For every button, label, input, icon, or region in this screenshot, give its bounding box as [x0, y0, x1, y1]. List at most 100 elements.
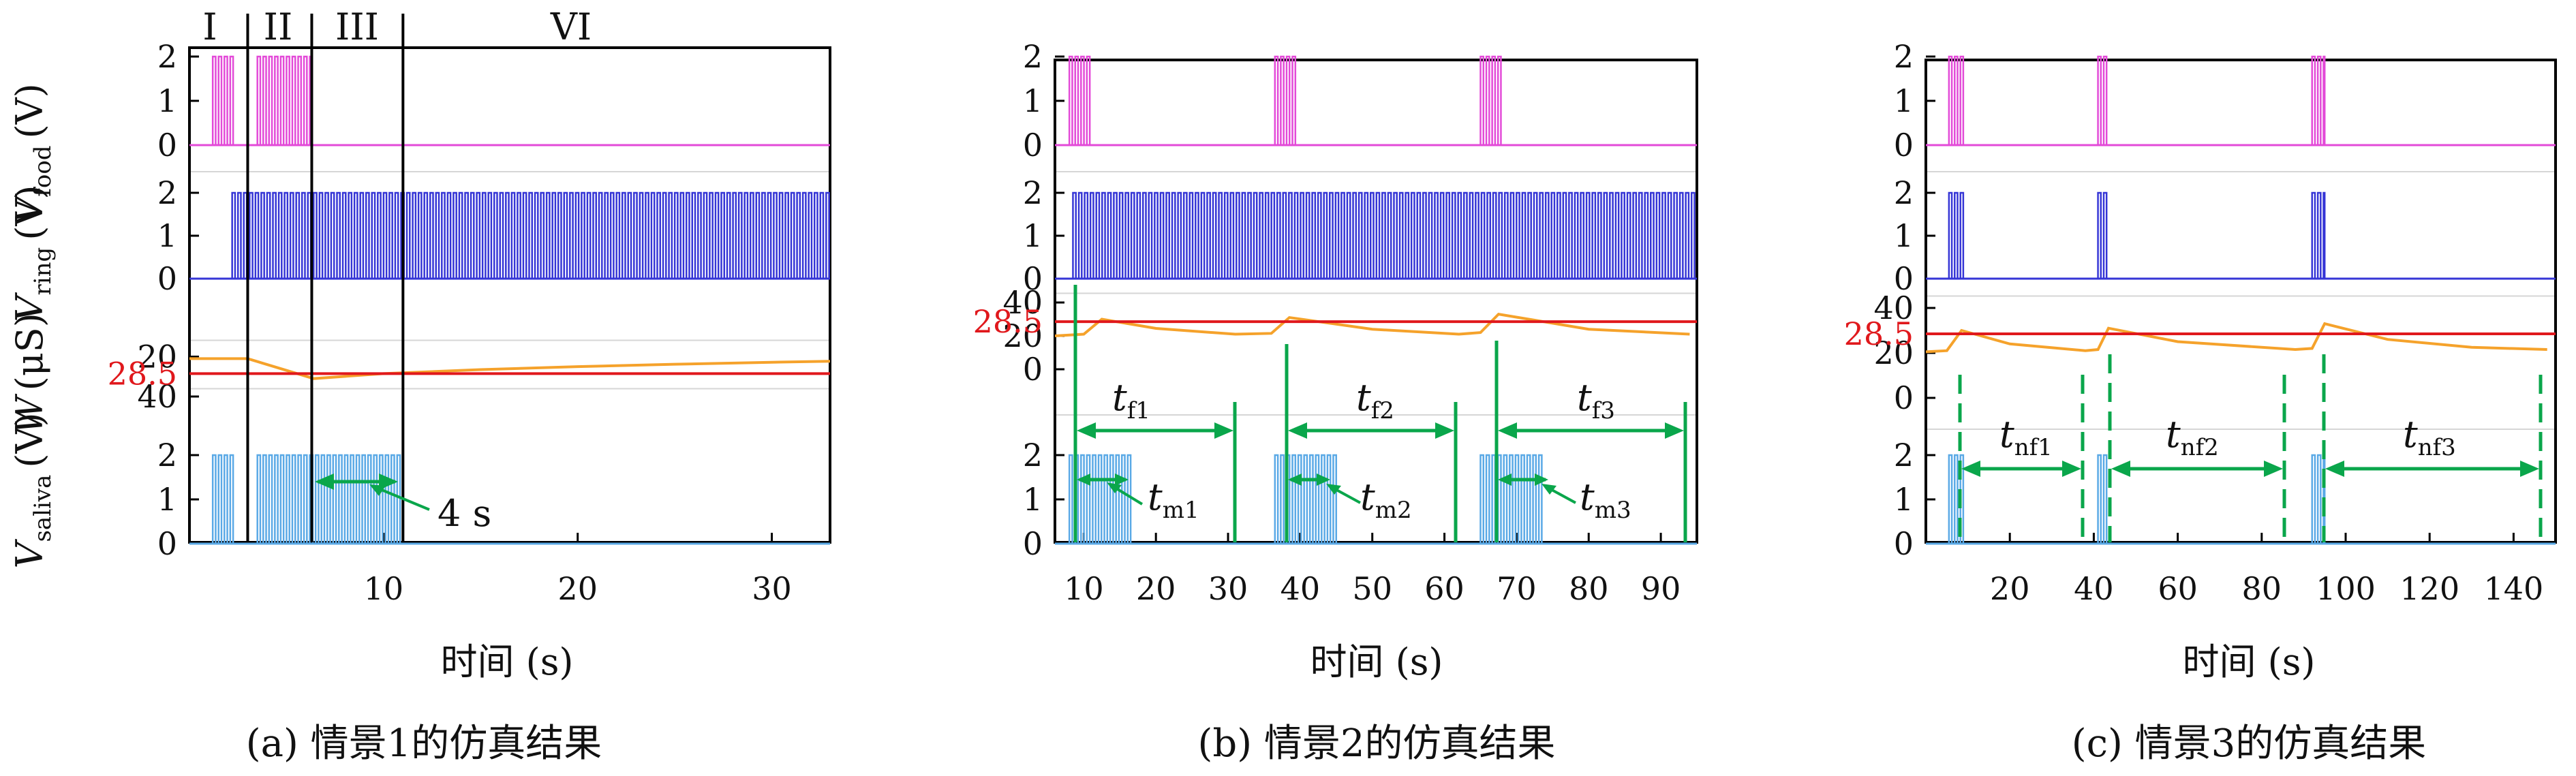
ylabel-food: Vfood(V) [8, 83, 57, 223]
y-tick-label: 1 [157, 82, 177, 119]
y-tick-label: 40 [1002, 284, 1043, 321]
y-tick-label: 2 [1894, 174, 1914, 211]
pulse-burst [2311, 55, 2326, 145]
x-tick-label: 60 [1424, 570, 1465, 607]
w-series-line [189, 357, 831, 380]
pulse-burst [1274, 454, 1337, 544]
y-tick-label: 2 [157, 38, 177, 75]
xlabel-a: 时间 (s) [440, 640, 573, 683]
y-tick-label: 0 [1894, 379, 1914, 416]
plot-frame [1054, 59, 1698, 544]
x-tick-label: 30 [1208, 570, 1248, 607]
label-tnf3: tnf3 [2403, 413, 2456, 461]
label-tm1: tm1 [1148, 476, 1199, 524]
y-tick-label: 40 [1873, 290, 1914, 326]
x-tick-label: 60 [2158, 570, 2198, 607]
pulse-burst [1948, 191, 1965, 279]
label-tf1: tf1 [1112, 376, 1150, 424]
y-tick-label: 0 [1023, 127, 1043, 164]
pulse-burst [1948, 55, 1965, 145]
x-tick-label: 10 [1064, 570, 1104, 607]
y-tick-label: 20 [137, 339, 177, 375]
threshold-label: 28.5 [1844, 315, 1914, 352]
ylabel-saliva: Vsaliva(V) [8, 412, 57, 568]
y-tick-label: 0 [1023, 351, 1043, 388]
label-tf2: tf2 [1356, 376, 1394, 424]
x-tick-label: 20 [1990, 570, 2030, 607]
pulse-burst [2311, 191, 2326, 279]
caption-a: (a) 情景1的仿真结果 [246, 721, 602, 766]
y-tick-label: 40 [137, 378, 177, 415]
pulse-burst [1274, 55, 1297, 145]
pulse-burst [1068, 55, 1091, 145]
pulse-burst [2097, 55, 2108, 145]
x-tick-label: 120 [2399, 570, 2459, 607]
y-tick-label: 0 [157, 260, 177, 297]
y-tick-label: 1 [157, 481, 177, 518]
pulse-burst [1068, 454, 1132, 544]
y-tick-label: 0 [1023, 525, 1043, 562]
x-tick-label: 100 [2316, 570, 2376, 607]
label-tf3: tf3 [1577, 376, 1615, 424]
pulse-burst [231, 191, 830, 279]
y-tick-label: 2 [1894, 38, 1914, 75]
caption-c: (c) 情景3的仿真结果 [2072, 721, 2427, 766]
y-tick-label: 0 [1894, 525, 1914, 562]
y-tick-label: 2 [1894, 437, 1914, 474]
y-tick-label: 1 [1023, 82, 1043, 119]
x-tick-label: 90 [1641, 570, 1681, 607]
duration-annotation-a: 4 s [315, 474, 491, 535]
x-tick-label: 140 [2483, 570, 2543, 607]
pulse-burst [256, 55, 313, 145]
y-tick-label: 0 [1894, 260, 1914, 297]
annotation-4s: 4 s [438, 492, 491, 535]
pulse-burst [2097, 191, 2108, 279]
caption-b: (b) 情景2的仿真结果 [1198, 721, 1556, 766]
y-tick-label: 0 [1023, 260, 1043, 297]
x-tick-label: 20 [557, 570, 598, 607]
y-tick-label: 0 [1894, 127, 1914, 164]
annotations-c: tnf1 tnf2 tnf3 [1958, 354, 2543, 542]
pulse-burst [256, 454, 401, 544]
x-tick-label: 20 [1136, 570, 1176, 607]
threshold-label: 28.5 [108, 355, 177, 392]
annotations-b: tf1 tf2 tf3 tm1 tm2 tm3 [1073, 285, 1687, 542]
y-tick-label: 1 [1894, 82, 1914, 119]
phase-label-2: II [264, 5, 293, 48]
y-tick-label: 20 [1002, 317, 1043, 354]
label-tm2: tm2 [1360, 476, 1412, 524]
pulse-burst [1072, 191, 1696, 279]
label-tm3: tm3 [1580, 476, 1631, 524]
x-tick-label: 80 [2242, 570, 2282, 607]
w-series-line [1054, 313, 1690, 337]
y-tick-label: 0 [157, 127, 177, 164]
y-tick-label: 2 [157, 174, 177, 211]
pulse-burst [211, 55, 234, 145]
pulse-burst [1479, 454, 1543, 544]
x-tick-label: 70 [1497, 570, 1537, 607]
xlabel-c: 时间 (s) [2182, 640, 2315, 683]
y-tick-label: 1 [1894, 217, 1914, 254]
x-tick-label: 30 [752, 570, 792, 607]
y-tick-label: 2 [1023, 437, 1043, 474]
y-tick-label: 20 [1873, 335, 1914, 371]
ylabel-w: W(μS) [8, 313, 51, 434]
pulse-burst [211, 454, 234, 544]
y-tick-label: 1 [157, 217, 177, 254]
y-tick-label: 2 [1023, 174, 1043, 211]
pulse-burst [1479, 55, 1502, 145]
phase-label-1: I [202, 5, 217, 48]
y-tick-label: 2 [1023, 38, 1043, 75]
x-tick-label: 40 [2074, 570, 2114, 607]
x-tick-label: 40 [1281, 570, 1321, 607]
ylabel-ring: Vring(V) [8, 185, 57, 322]
xlabel-b: 时间 (s) [1310, 640, 1443, 683]
x-tick-label: 50 [1352, 570, 1392, 607]
y-axis-labels: Vfood(V) Vring(V) W(μS) Vsaliva(V) [8, 83, 57, 568]
